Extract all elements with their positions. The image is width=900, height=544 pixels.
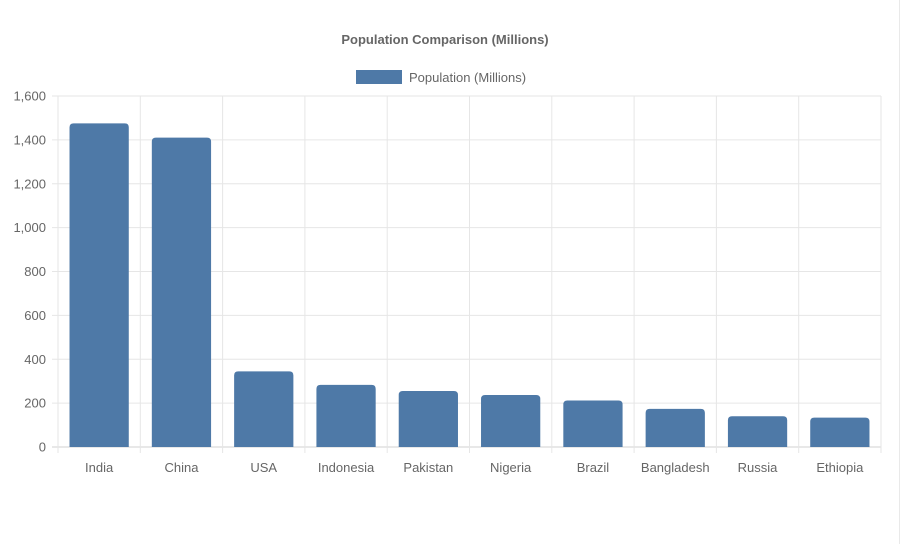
y-tick-label: 1,400 [13, 132, 46, 147]
y-tick-label: 600 [24, 308, 46, 323]
y-tick-label: 200 [24, 396, 46, 411]
legend-label: Population (Millions) [409, 70, 526, 85]
x-tick-label: Pakistan [403, 460, 453, 475]
bar-usa[interactable] [234, 371, 294, 447]
y-tick-label: 0 [39, 440, 46, 455]
bars [69, 123, 870, 447]
x-tick-label: Indonesia [318, 460, 375, 475]
bar-pakistan[interactable] [398, 391, 458, 447]
y-tick-label: 800 [24, 264, 46, 279]
legend-swatch [356, 70, 402, 84]
x-tick-label: Ethiopia [816, 460, 864, 475]
y-tick-label: 400 [24, 352, 46, 367]
y-tick-label: 1,000 [13, 220, 46, 235]
x-axis: India China USA Indonesia Pakistan Nigeria Bra… [85, 460, 864, 475]
bar-indonesia[interactable] [316, 384, 376, 447]
x-tick-label: Brazil [577, 460, 610, 475]
x-tick-label: USA [250, 460, 277, 475]
x-tick-label: Nigeria [490, 460, 532, 475]
x-tick-label: India [85, 460, 114, 475]
chart-title: Population Comparison (Millions) [341, 32, 548, 47]
y-tick-label: 1,200 [13, 176, 46, 191]
bar-brazil[interactable] [563, 400, 623, 447]
bar-ethiopia[interactable] [810, 417, 870, 447]
bar-nigeria[interactable] [481, 395, 541, 447]
bar-china[interactable] [151, 137, 212, 447]
x-tick-label: Bangladesh [641, 460, 710, 475]
bar-bangladesh[interactable] [645, 408, 705, 447]
bar-india[interactable] [69, 123, 129, 447]
bar-russia[interactable] [727, 416, 788, 447]
x-tick-label: China [164, 460, 199, 475]
x-tick-label: Russia [738, 460, 779, 475]
legend[interactable]: Population (Millions) [356, 70, 526, 85]
y-axis: 0 200 400 600 800 1,000 1,200 1,400 1,600 [13, 89, 46, 455]
y-tick-label: 1,600 [13, 89, 46, 104]
